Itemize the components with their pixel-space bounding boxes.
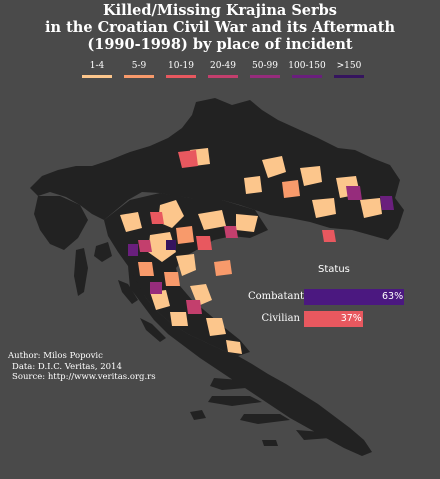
legend-label: 20-49 [210,61,236,71]
patch-5-9 [214,260,232,276]
credit-data: Data: D.I.C. Veritas, 2014 [12,361,122,372]
patch-1-4 [170,312,188,326]
patch-1-4 [190,284,212,306]
land-north [30,98,404,240]
patch-100-150 [128,244,138,256]
legend-label: 5-9 [131,61,147,71]
bar-fill [304,311,363,327]
patch-10-19 [322,230,336,242]
legend-item-1-4: 1-4 [78,61,116,78]
patch-5-9 [282,180,300,198]
patch-1-4 [300,166,322,186]
patch-20-49 [138,240,152,252]
legend-swatch [250,75,280,78]
island-korcula [240,414,290,424]
status-title: Status [318,264,350,275]
patch-1-4 [148,232,176,262]
patch-5-9 [176,226,194,244]
status-bar-civilian: Civilian 37% [248,311,438,327]
patch-100-150 [380,196,394,210]
patch-50-99 [150,282,162,294]
title-line-2: in the Croatian Civil War and its Afterm… [44,19,395,36]
bar-value: 37% [340,313,362,324]
patch-1-4 [120,212,142,232]
credit-source: Source: http://www.veritas.org.rs [12,372,156,382]
land-dalmatia [128,266,372,456]
patch-1-4 [176,254,196,276]
status-bar-combatant: Combatant 63% [248,289,438,305]
patch-5-9 [138,262,154,276]
patch-1-4 [360,198,382,218]
patch-20-49 [186,300,202,314]
legend-item-10-19: 10-19 [162,61,200,78]
patch-1-4 [244,176,262,194]
legend-label: 1-4 [89,61,105,71]
patch-5-9 [164,272,180,286]
bar-label: Combatant [248,291,304,302]
patch-20-49 [224,226,238,238]
patch-1-4 [312,198,336,218]
legend-item-20-49: 20-49 [204,61,242,78]
island-dugi [140,318,166,342]
patch-1-4 [236,214,258,232]
island-hvar [208,396,262,406]
island-mljet [296,430,330,440]
credits: Author: Milos Popovic Data: D.I.C. Verit… [8,351,156,383]
bar-fill [304,289,404,305]
land [30,98,404,456]
legend-label: 100-150 [288,61,326,71]
legend: 1-4 5-9 10-19 20-49 50-99 100-150 >150 [78,61,368,81]
patch-1-4 [150,290,170,310]
patch-10-19 [196,236,212,250]
island-vis [190,410,206,420]
incident-patches [120,148,394,354]
patch-50-99 [346,186,362,200]
bar-label: Civilian [261,313,301,324]
title-line-3: (1990-1998) by place of incident [87,36,353,53]
patch-1-4 [206,318,226,336]
legend-item-50-99: 50-99 [246,61,284,78]
patch-10-19 [150,212,164,224]
map-title: Killed/Missing Krajina Serbs in the Croa… [0,2,440,53]
patch-over-150 [166,240,176,250]
legend-swatch [82,75,112,78]
credit-author: Author: Milos Popovic [8,351,103,361]
island-brac [210,378,246,390]
island-krk [94,242,112,262]
legend-swatch [124,75,154,78]
land-istria [34,196,88,250]
legend-item-5-9: 5-9 [120,61,158,78]
legend-swatch [166,75,196,78]
legend-item-over-150: >150 [330,61,368,78]
legend-label: 50-99 [252,61,278,71]
legend-swatch [208,75,238,78]
legend-swatch [334,75,364,78]
legend-label: >150 [336,61,362,71]
legend-swatch [292,75,322,78]
island-cres [74,248,88,296]
patch-1-4 [198,210,226,230]
patch-1-4 [262,156,286,178]
patch-10-19 [178,150,198,168]
title-line-1: Killed/Missing Krajina Serbs [103,2,337,19]
legend-item-100-150: 100-150 [288,61,326,78]
legend-label: 10-19 [168,61,194,71]
bar-value: 63% [382,291,404,302]
patch-1-4 [158,200,184,228]
patch-1-4 [226,340,242,354]
island-lastovo [262,440,278,446]
island-pag [118,280,138,304]
